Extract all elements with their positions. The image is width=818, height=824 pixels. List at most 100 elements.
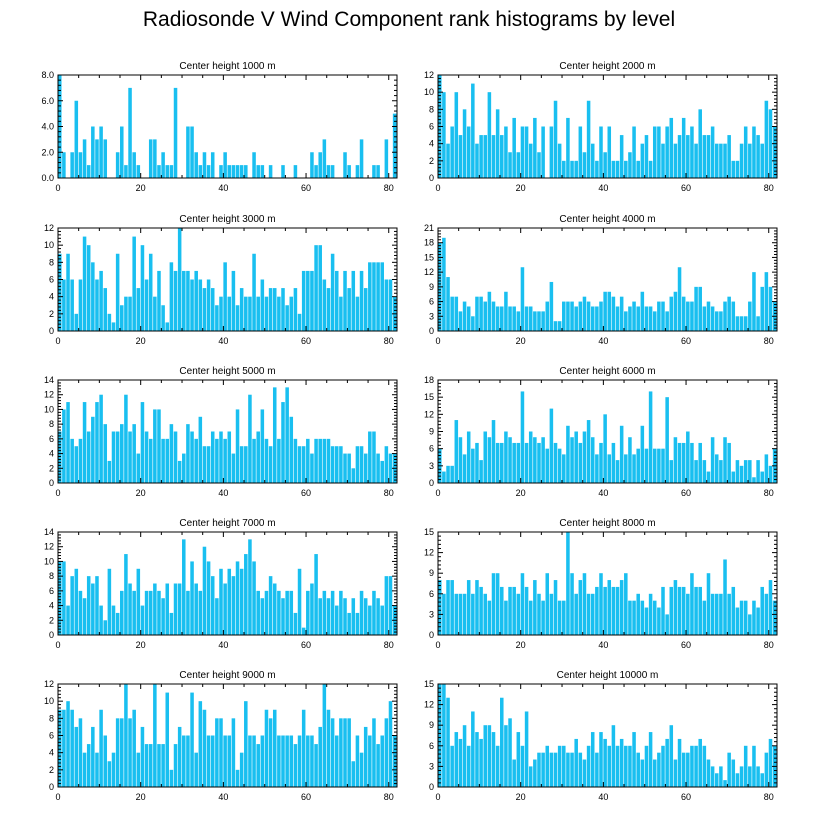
bar xyxy=(483,135,488,178)
bar xyxy=(86,431,91,483)
bar xyxy=(190,692,194,787)
bar xyxy=(690,126,694,178)
bar xyxy=(244,296,248,331)
bar xyxy=(624,745,628,787)
bar xyxy=(153,684,157,787)
bar xyxy=(462,593,467,635)
bar xyxy=(368,735,372,787)
bar xyxy=(268,446,273,483)
bar xyxy=(582,296,587,331)
bar xyxy=(132,152,136,178)
bar xyxy=(268,576,273,635)
bar xyxy=(702,745,707,787)
bar xyxy=(144,279,149,331)
bar xyxy=(541,752,545,787)
y-tick-label: 12 xyxy=(44,390,54,400)
y-tick-label: 9 xyxy=(429,282,434,292)
bar xyxy=(322,684,327,787)
bar xyxy=(652,126,657,178)
bar xyxy=(706,301,711,331)
bar xyxy=(752,745,756,787)
bar xyxy=(512,442,516,483)
x-tick-label: 60 xyxy=(301,488,311,498)
bar xyxy=(619,425,624,483)
bar xyxy=(619,580,624,635)
bar xyxy=(78,279,83,331)
bar xyxy=(661,143,665,178)
bar xyxy=(260,598,265,635)
bar xyxy=(140,726,145,787)
bar xyxy=(624,311,628,331)
bar xyxy=(103,139,108,179)
bar xyxy=(128,431,132,483)
bar xyxy=(306,438,310,483)
bar xyxy=(347,165,351,179)
bar xyxy=(380,262,384,331)
bar xyxy=(681,442,686,483)
bar xyxy=(537,442,541,483)
bar xyxy=(239,752,244,787)
bar xyxy=(727,593,731,635)
bar xyxy=(553,752,558,787)
bar xyxy=(648,732,653,787)
bar xyxy=(107,761,112,787)
bar xyxy=(260,735,265,787)
bar xyxy=(723,559,727,635)
bar xyxy=(727,442,731,483)
bar xyxy=(669,296,674,331)
bar xyxy=(541,437,545,483)
bar xyxy=(120,424,124,483)
bar xyxy=(706,471,711,483)
y-tick-label: 14 xyxy=(44,375,54,385)
bar xyxy=(500,697,504,787)
bar xyxy=(347,718,351,787)
x-tick-label: 40 xyxy=(598,488,608,498)
bar xyxy=(652,759,657,787)
bar xyxy=(586,420,591,483)
bar xyxy=(475,580,479,635)
y-tick-label: 0 xyxy=(49,782,54,792)
bar xyxy=(636,160,640,178)
bar xyxy=(111,322,116,331)
bar xyxy=(206,165,211,179)
bar xyxy=(524,711,529,787)
bar xyxy=(582,431,587,483)
bar xyxy=(524,126,529,178)
bar xyxy=(384,139,389,179)
x-tick-label: 20 xyxy=(516,792,526,802)
bar xyxy=(372,262,376,331)
x-tick-label: 20 xyxy=(136,336,146,346)
bar xyxy=(541,126,545,178)
bar xyxy=(458,437,463,483)
bar xyxy=(355,165,360,179)
bar xyxy=(574,431,578,483)
bar xyxy=(735,460,740,483)
bar xyxy=(549,408,554,483)
bar xyxy=(574,593,578,635)
bar xyxy=(578,301,583,331)
bar xyxy=(334,735,339,787)
bar xyxy=(698,109,702,178)
bar xyxy=(272,709,277,787)
bar xyxy=(277,438,281,483)
bar xyxy=(702,306,707,331)
bar xyxy=(165,165,170,179)
bar xyxy=(578,126,583,178)
bar xyxy=(586,100,591,178)
x-tick-label: 60 xyxy=(681,336,691,346)
bar xyxy=(743,745,748,787)
bar xyxy=(665,126,669,178)
bar xyxy=(739,600,744,635)
bar xyxy=(677,442,682,483)
bar xyxy=(466,126,471,178)
bar xyxy=(508,152,512,178)
bar xyxy=(537,152,541,178)
panel-3: Center height 3000 m 0 2 4 6 8 10 12 0 20 40 60 80 xyxy=(44,214,398,346)
bar xyxy=(669,586,674,635)
bar xyxy=(264,296,269,331)
bar xyxy=(297,446,302,483)
bar xyxy=(376,598,380,635)
x-tick-label: 40 xyxy=(598,640,608,650)
bar xyxy=(322,438,327,483)
y-tick-label: 15 xyxy=(424,527,434,537)
